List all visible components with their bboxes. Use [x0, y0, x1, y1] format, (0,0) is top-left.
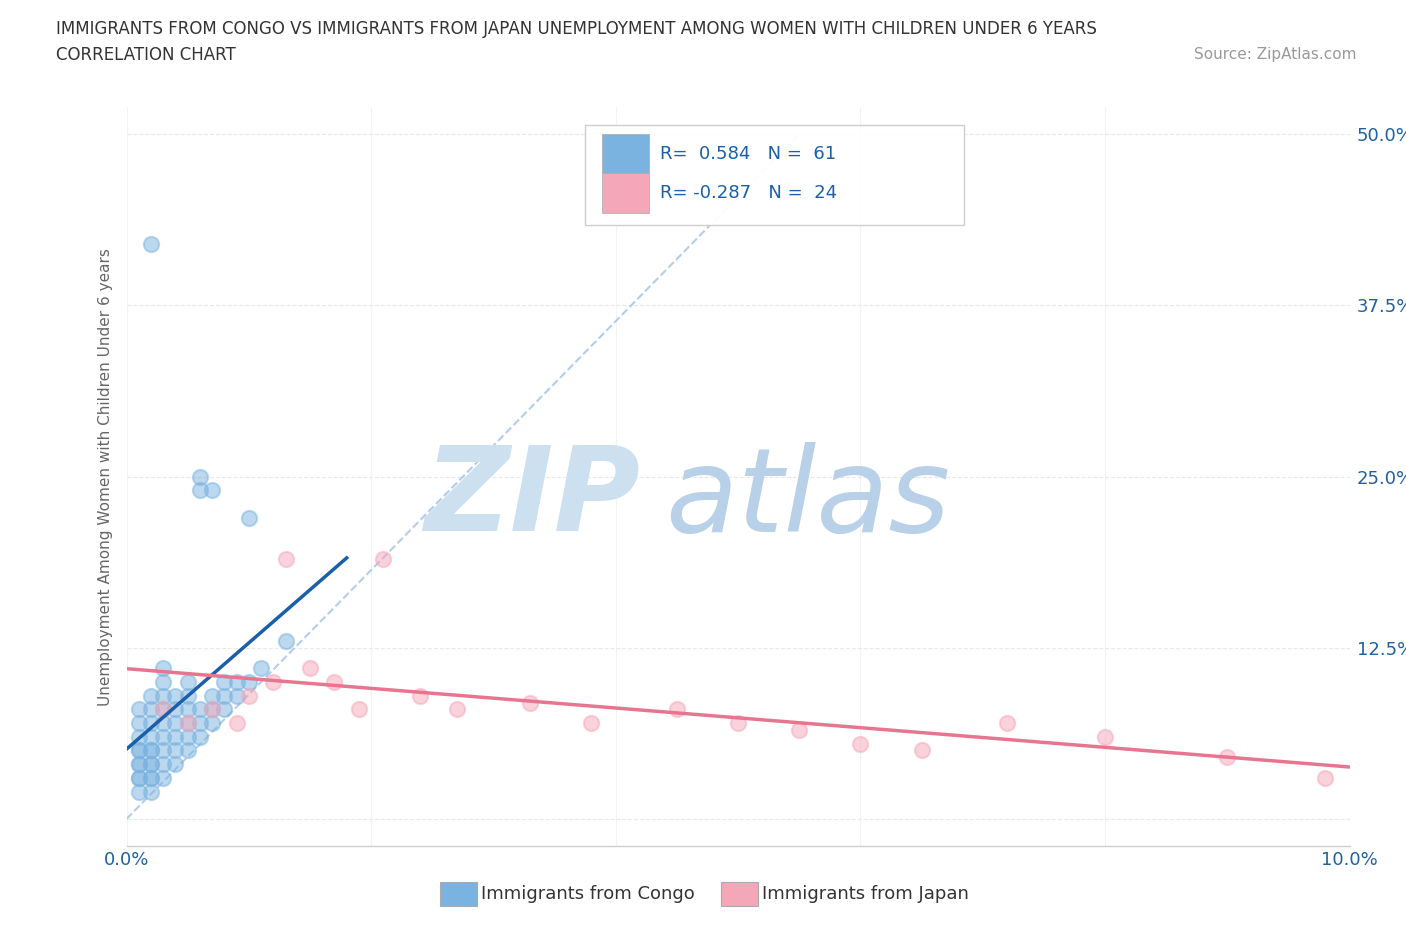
Point — [188, 716, 211, 731]
Text: CORRELATION CHART: CORRELATION CHART — [56, 46, 236, 64]
Point — [177, 688, 200, 703]
Point — [849, 737, 872, 751]
Point — [911, 743, 934, 758]
Point — [409, 688, 432, 703]
Point — [214, 674, 236, 689]
Point — [347, 702, 370, 717]
Point — [165, 743, 187, 758]
Text: Immigrants from Congo: Immigrants from Congo — [481, 884, 695, 903]
Point — [373, 551, 395, 566]
Point — [238, 688, 260, 703]
Point — [152, 757, 174, 772]
Point — [128, 757, 150, 772]
Point — [139, 770, 162, 785]
Point — [128, 729, 150, 744]
Point — [188, 729, 211, 744]
Point — [139, 770, 162, 785]
Point — [128, 757, 150, 772]
Point — [128, 770, 150, 785]
Point — [177, 702, 200, 717]
Point — [188, 702, 211, 717]
FancyBboxPatch shape — [585, 126, 965, 225]
Point — [787, 723, 810, 737]
Point — [214, 702, 236, 717]
Text: R=  0.584   N =  61: R= 0.584 N = 61 — [659, 144, 837, 163]
Point — [165, 688, 187, 703]
Point — [1094, 729, 1116, 744]
Point — [128, 743, 150, 758]
Point — [1216, 750, 1239, 764]
Point — [666, 702, 689, 717]
Point — [238, 511, 260, 525]
Text: Immigrants from Japan: Immigrants from Japan — [762, 884, 969, 903]
Point — [201, 702, 224, 717]
Point — [1315, 770, 1337, 785]
Point — [152, 729, 174, 744]
Point — [188, 470, 211, 485]
Point — [139, 757, 162, 772]
Point — [225, 674, 247, 689]
Text: IMMIGRANTS FROM CONGO VS IMMIGRANTS FROM JAPAN UNEMPLOYMENT AMONG WOMEN WITH CHI: IMMIGRANTS FROM CONGO VS IMMIGRANTS FROM… — [56, 20, 1097, 38]
Point — [128, 716, 150, 731]
FancyBboxPatch shape — [602, 173, 648, 213]
Text: R= -0.287   N =  24: R= -0.287 N = 24 — [659, 184, 837, 202]
Point — [152, 702, 174, 717]
Point — [995, 716, 1018, 731]
Point — [165, 757, 187, 772]
Point — [177, 716, 200, 731]
Point — [139, 702, 162, 717]
Point — [201, 716, 224, 731]
Text: atlas: atlas — [665, 442, 950, 556]
Point — [165, 702, 187, 717]
Point — [128, 702, 150, 717]
Point — [152, 770, 174, 785]
Point — [225, 716, 247, 731]
Point — [323, 674, 346, 689]
Point — [152, 702, 174, 717]
Point — [177, 729, 200, 744]
Point — [139, 729, 162, 744]
Point — [446, 702, 468, 717]
Point — [177, 743, 200, 758]
Point — [274, 633, 297, 648]
Point — [139, 743, 162, 758]
Point — [152, 688, 174, 703]
FancyBboxPatch shape — [602, 134, 648, 174]
Point — [152, 674, 174, 689]
Point — [152, 661, 174, 676]
Point — [519, 695, 541, 710]
Point — [188, 483, 211, 498]
Point — [262, 674, 284, 689]
Point — [165, 729, 187, 744]
Point — [727, 716, 749, 731]
Point — [250, 661, 273, 676]
Point — [152, 716, 174, 731]
Point — [177, 716, 200, 731]
Point — [177, 674, 200, 689]
Point — [165, 716, 187, 731]
Point — [152, 743, 174, 758]
Point — [201, 702, 224, 717]
Point — [238, 674, 260, 689]
Point — [274, 551, 297, 566]
Point — [299, 661, 322, 676]
Point — [139, 716, 162, 731]
Point — [139, 757, 162, 772]
Point — [201, 483, 224, 498]
Point — [128, 784, 150, 799]
Point — [201, 688, 224, 703]
Text: ZIP: ZIP — [425, 442, 640, 556]
Point — [139, 236, 162, 251]
Point — [128, 743, 150, 758]
Point — [139, 784, 162, 799]
Text: Source: ZipAtlas.com: Source: ZipAtlas.com — [1194, 46, 1357, 61]
Point — [581, 716, 603, 731]
Point — [139, 743, 162, 758]
Point — [225, 688, 247, 703]
Point — [139, 688, 162, 703]
Point — [128, 770, 150, 785]
Y-axis label: Unemployment Among Women with Children Under 6 years: Unemployment Among Women with Children U… — [97, 247, 112, 706]
Point — [214, 688, 236, 703]
